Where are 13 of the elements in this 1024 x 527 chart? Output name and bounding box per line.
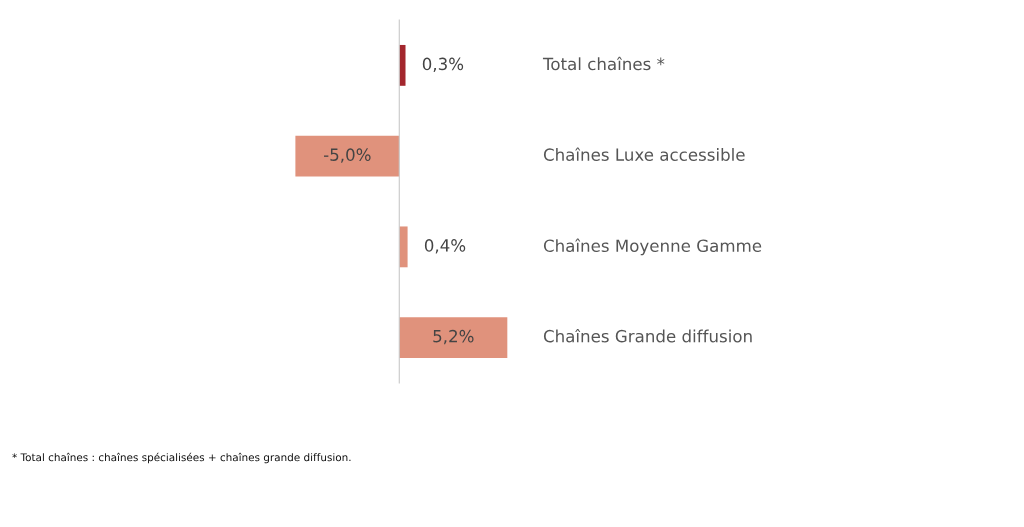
y-tick-label: Chaînes Grande diffusion [543, 328, 752, 343]
bar [295, 135, 400, 177]
text: * Total chaînes : chaînes spécialisées + chaînes grande diffusion. [12, 452, 351, 464]
data-label: 0,4% [424, 239, 466, 254]
data-label: -5,0% [323, 148, 371, 163]
bar [399, 44, 406, 86]
bar [399, 317, 508, 359]
y-tick-label: Chaînes Luxe accessible [543, 147, 745, 161]
y-tick-label: Total chaînes * [542, 56, 665, 71]
data-label: 5,2% [433, 329, 474, 345]
data-label: 0,3% [422, 57, 464, 72]
bar [399, 226, 408, 268]
y-tick-label: Chaînes Moyenne Gamme [543, 238, 762, 256]
